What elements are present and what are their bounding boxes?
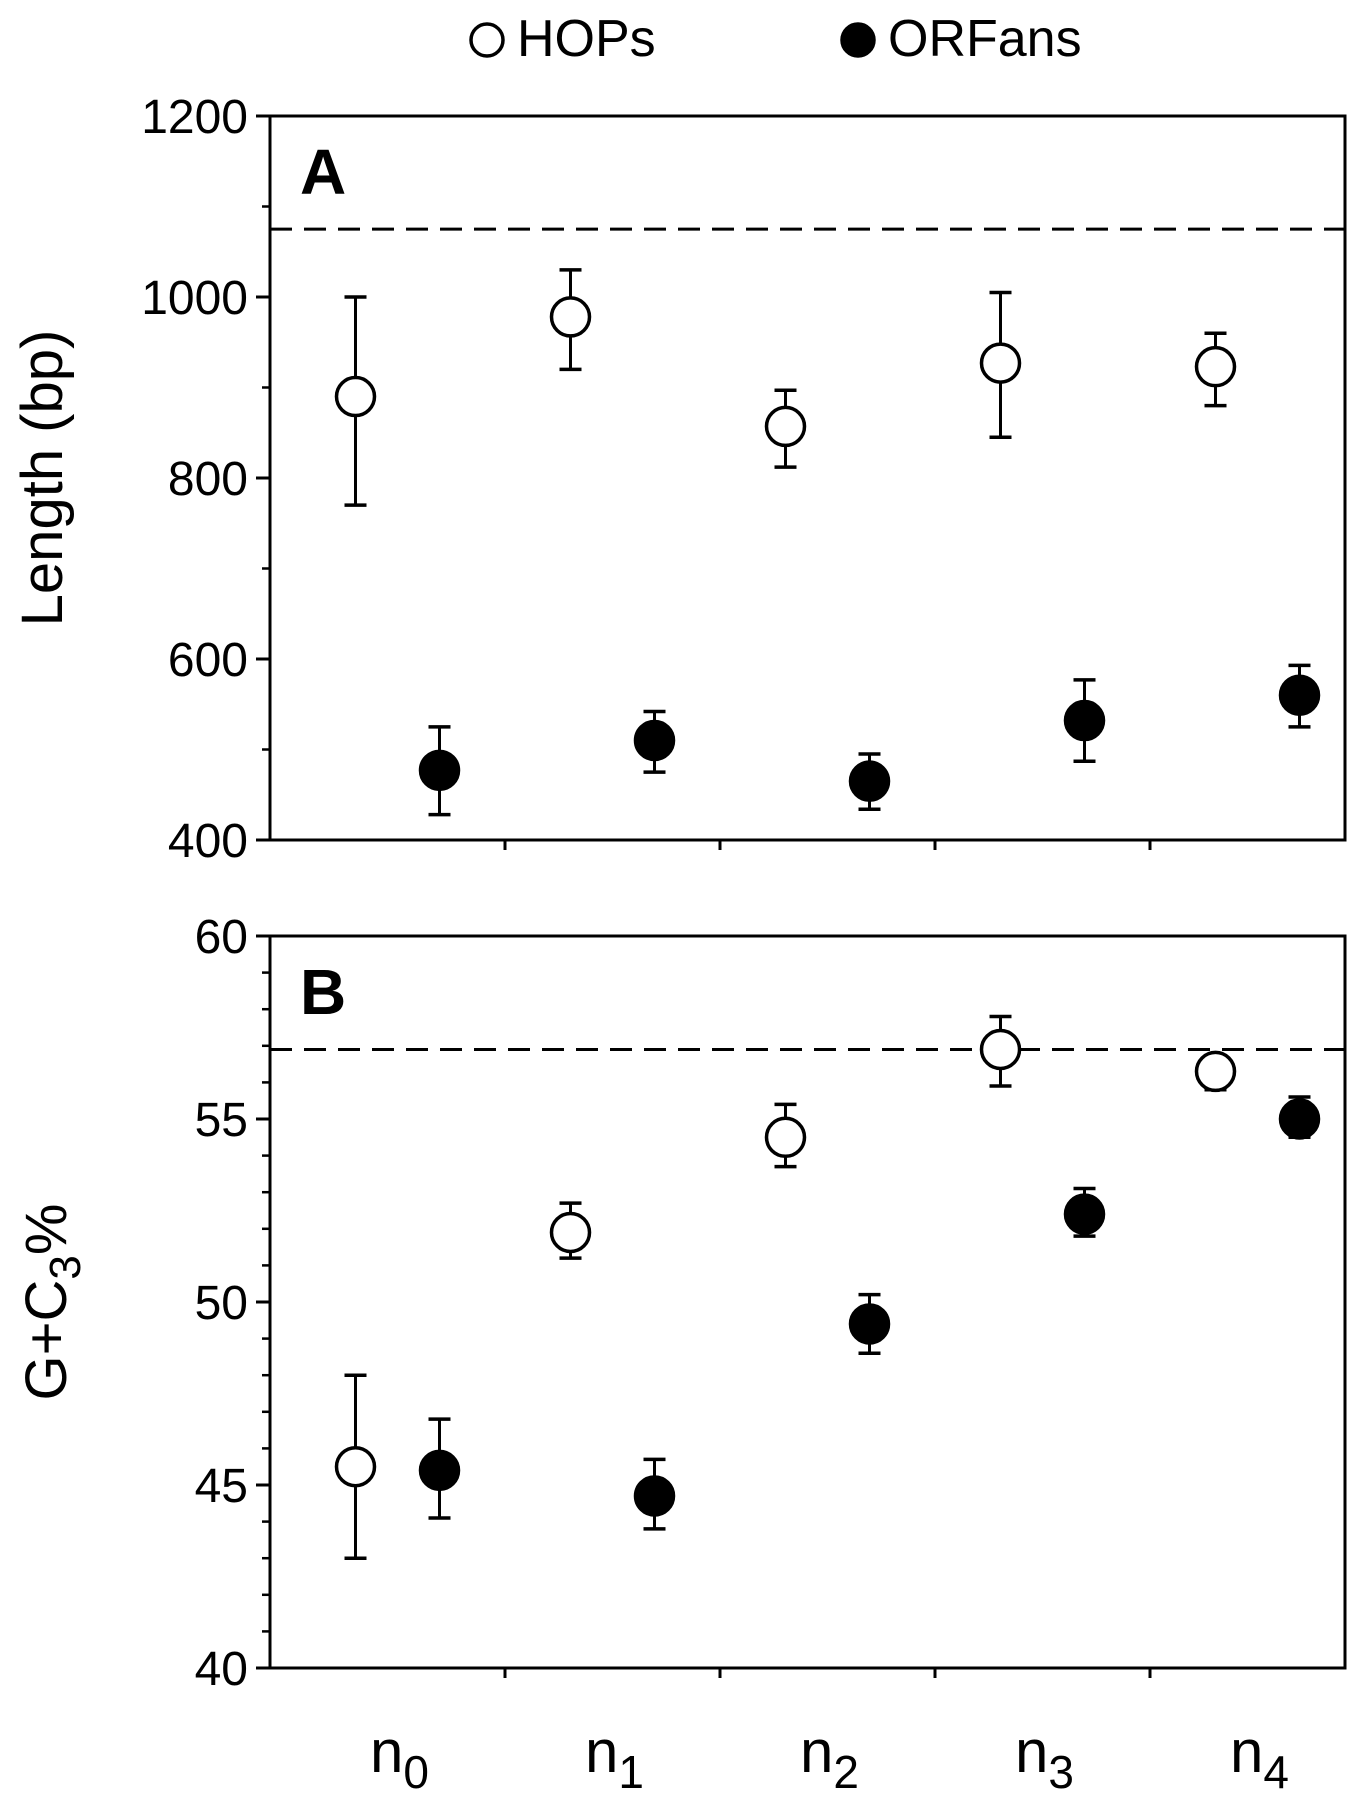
x-tick-label: n3 (1015, 1718, 1074, 1798)
y-axis-label: Length (bp) (10, 330, 75, 627)
data-point-filled (848, 760, 891, 802)
panel-label: A (300, 136, 346, 208)
x-tick-label: n0 (370, 1718, 429, 1798)
series-ORFans (418, 1095, 1321, 1531)
y-tick-label: 400 (168, 815, 248, 868)
x-tick-label-sub: 3 (1048, 1746, 1074, 1798)
x-tick-label-sub: 1 (618, 1746, 644, 1798)
plot-frame (268, 934, 1347, 1670)
y-tick-label: 1200 (141, 91, 248, 144)
x-tick-label-base: n (585, 1718, 618, 1785)
data-point-open (334, 1445, 377, 1488)
data-point-open (334, 375, 377, 418)
legend-marker-filled (840, 22, 876, 58)
legend: HOPs ORFans (469, 10, 1082, 68)
y-tick-label: 40 (195, 1643, 248, 1696)
y-axis-label-part: % (14, 1204, 79, 1256)
y-tick-label: 50 (195, 1277, 248, 1330)
data-point-filled (633, 1475, 676, 1517)
data-point-open (764, 405, 807, 448)
y-axis-label-part: Length (bp) (10, 330, 75, 627)
data-point-open (764, 1116, 807, 1159)
series-HOPs (334, 268, 1237, 507)
data-point-filled (1063, 699, 1106, 742)
data-point-filled (1278, 1098, 1321, 1140)
data-point-filled (1278, 674, 1321, 716)
data-point-filled (1063, 1193, 1106, 1235)
y-tick-label: 800 (168, 453, 248, 506)
y-axis-label-part: G+C (14, 1280, 79, 1401)
data-point-filled (848, 1303, 891, 1345)
legend-label-0: HOPs (517, 10, 656, 68)
y-axis-label: G+C3% (14, 1204, 90, 1401)
y-axis-label-sub: 3 (41, 1255, 90, 1279)
x-tick-label-base: n (1015, 1718, 1048, 1785)
x-tick-label: n1 (585, 1718, 644, 1798)
data-point-open (1194, 1050, 1237, 1093)
series-HOPs (334, 1014, 1237, 1560)
data-point-filled (633, 719, 676, 762)
data-point-filled (418, 749, 461, 792)
panel-B: 40 45 50 55 60 G+C3% B (14, 911, 1347, 1696)
data-point-open (549, 1211, 592, 1254)
x-axis-labels: n0 n1 n2 n3 n4 (370, 1718, 1289, 1798)
y-tick-label: 600 (168, 634, 248, 687)
y-tick-label: 45 (195, 1460, 248, 1513)
x-tick-label: n4 (1230, 1718, 1289, 1798)
y-tick-label: 55 (195, 1094, 248, 1147)
y-tick-label: 1000 (141, 272, 248, 325)
y-tick-label: 60 (195, 911, 248, 964)
plot-frame (268, 114, 1347, 842)
x-tick-label-sub: 2 (833, 1746, 859, 1798)
data-point-filled (418, 1449, 461, 1492)
x-tick-label-base: n (1230, 1718, 1263, 1785)
panel-label: B (300, 956, 346, 1028)
data-point-open (979, 1028, 1022, 1071)
data-point-open (979, 342, 1022, 384)
x-tick-label-base: n (370, 1718, 403, 1785)
data-point-open (1194, 345, 1237, 388)
series-ORFans (418, 663, 1321, 817)
legend-marker-open (469, 22, 505, 58)
x-tick-label-sub: 0 (403, 1746, 429, 1798)
x-tick-label: n2 (800, 1718, 859, 1798)
x-tick-label-base: n (800, 1718, 833, 1785)
legend-label-1: ORFans (888, 10, 1082, 68)
x-tick-label-sub: 4 (1263, 1746, 1289, 1798)
data-point-open (549, 296, 592, 338)
panel-A: 400 600 800 1000 1200 Length (bp) A (10, 91, 1347, 868)
